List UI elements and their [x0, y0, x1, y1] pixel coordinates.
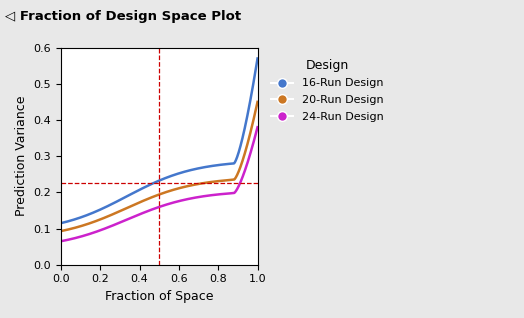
20-Run Design — [189, 183, 195, 187]
24-Run Design — [58, 239, 64, 243]
20-Run Design — [108, 213, 115, 217]
20-Run Design — [93, 219, 99, 223]
Line: 16-Run Design: 16-Run Design — [61, 59, 257, 223]
16-Run Design — [58, 221, 64, 225]
24-Run Design — [206, 194, 212, 197]
Line: 24-Run Design: 24-Run Design — [61, 127, 257, 241]
24-Run Design — [173, 200, 180, 204]
24-Run Design — [147, 208, 153, 212]
24-Run Design — [254, 125, 260, 129]
16-Run Design — [189, 168, 195, 172]
16-Run Design — [173, 172, 180, 176]
24-Run Design — [108, 224, 115, 228]
16-Run Design — [93, 210, 99, 213]
16-Run Design — [206, 164, 212, 168]
Y-axis label: Prediction Variance: Prediction Variance — [15, 96, 28, 217]
24-Run Design — [93, 230, 99, 234]
20-Run Design — [206, 180, 212, 184]
Line: 20-Run Design: 20-Run Design — [61, 102, 257, 231]
Text: ◁ Fraction of Design Space Plot: ◁ Fraction of Design Space Plot — [5, 10, 242, 23]
24-Run Design — [189, 196, 195, 200]
20-Run Design — [173, 187, 180, 191]
20-Run Design — [147, 196, 153, 200]
16-Run Design — [108, 202, 115, 206]
16-Run Design — [147, 183, 153, 187]
20-Run Design — [254, 100, 260, 104]
16-Run Design — [254, 57, 260, 60]
20-Run Design — [58, 229, 64, 233]
X-axis label: Fraction of Space: Fraction of Space — [105, 290, 213, 303]
Legend: 16-Run Design, 20-Run Design, 24-Run Design: 16-Run Design, 20-Run Design, 24-Run Des… — [265, 53, 389, 127]
